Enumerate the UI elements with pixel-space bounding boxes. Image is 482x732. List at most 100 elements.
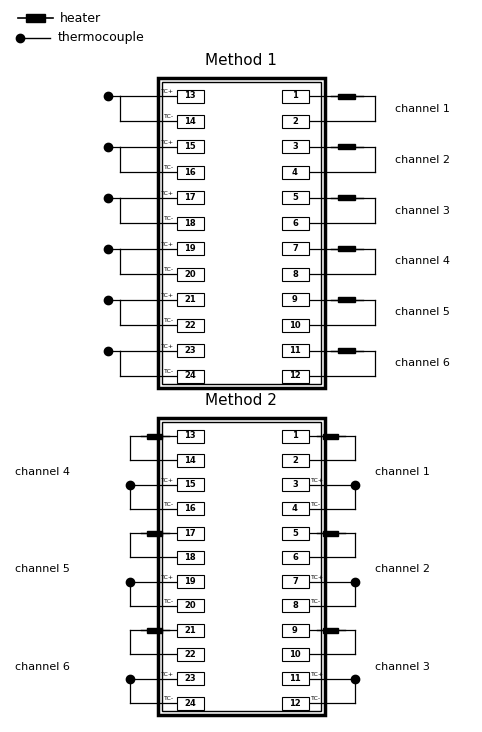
Text: 15: 15	[184, 143, 196, 152]
Bar	[281, 217, 308, 230]
Bar	[176, 526, 203, 539]
Bar	[147, 433, 162, 438]
Text: channel 6: channel 6	[15, 662, 70, 671]
Bar	[176, 318, 203, 332]
Text: 16: 16	[184, 504, 196, 513]
Text: channel 5: channel 5	[15, 564, 70, 575]
Text: 13: 13	[184, 431, 196, 441]
Text: 3: 3	[292, 480, 298, 489]
Bar	[176, 697, 203, 709]
Text: TC-: TC-	[164, 369, 174, 374]
Text: 6: 6	[292, 553, 298, 562]
Text: 1: 1	[292, 92, 298, 100]
Text: TC+: TC+	[161, 477, 174, 482]
Bar	[176, 672, 203, 685]
Text: 10: 10	[289, 321, 301, 329]
Text: TC-: TC-	[310, 696, 321, 701]
Text: TC-: TC-	[310, 502, 321, 507]
Text: 10: 10	[289, 650, 301, 659]
Text: channel 3: channel 3	[395, 206, 450, 215]
Text: TC+: TC+	[161, 575, 174, 580]
Text: 16: 16	[184, 168, 196, 177]
Text: 17: 17	[184, 193, 196, 202]
Text: 23: 23	[184, 674, 196, 683]
Text: 4: 4	[292, 504, 298, 513]
Bar	[176, 551, 203, 564]
Bar	[147, 531, 162, 536]
Bar	[281, 344, 308, 357]
Bar	[281, 526, 308, 539]
Text: 20: 20	[184, 269, 196, 279]
Bar	[281, 89, 308, 102]
Text: 24: 24	[184, 372, 196, 381]
Text: 14: 14	[184, 117, 196, 126]
Text: TC-: TC-	[164, 318, 174, 323]
Text: 17: 17	[184, 529, 196, 537]
Bar	[281, 166, 308, 179]
Text: 20: 20	[184, 602, 196, 610]
Bar	[323, 433, 338, 438]
Bar	[176, 600, 203, 613]
Text: channel 5: channel 5	[395, 307, 450, 318]
Text: 13: 13	[184, 92, 196, 100]
Text: TC-: TC-	[164, 267, 174, 272]
Text: 8: 8	[292, 602, 298, 610]
Bar	[281, 268, 308, 280]
Bar	[176, 454, 203, 467]
Text: 2: 2	[292, 456, 298, 465]
Text: 18: 18	[184, 553, 196, 562]
Text: Method 1: Method 1	[205, 53, 277, 68]
Bar	[176, 370, 203, 383]
Text: TC+: TC+	[161, 672, 174, 676]
Text: TC+: TC+	[310, 477, 323, 482]
Bar	[338, 297, 355, 302]
Bar	[176, 575, 203, 588]
Text: 14: 14	[184, 456, 196, 465]
Text: TC-: TC-	[164, 114, 174, 119]
Text: 4: 4	[292, 168, 298, 177]
Text: TC+: TC+	[161, 140, 174, 145]
Text: channel 2: channel 2	[375, 564, 430, 575]
Bar	[176, 115, 203, 128]
Text: 24: 24	[184, 698, 196, 708]
Bar	[281, 430, 308, 443]
Bar	[176, 293, 203, 306]
Text: TC+: TC+	[161, 343, 174, 348]
Text: TC-: TC-	[164, 216, 174, 221]
Text: 11: 11	[289, 346, 301, 355]
Text: TC+: TC+	[310, 672, 323, 676]
Text: 12: 12	[289, 698, 301, 708]
Text: channel 1: channel 1	[395, 104, 450, 113]
Bar	[281, 648, 308, 661]
Bar	[281, 370, 308, 383]
Text: TC+: TC+	[310, 575, 323, 580]
Bar	[176, 191, 203, 204]
Text: 3: 3	[292, 143, 298, 152]
Bar	[338, 246, 355, 251]
Bar	[158, 78, 325, 388]
Text: channel 3: channel 3	[375, 662, 430, 671]
Text: 18: 18	[184, 219, 196, 228]
Bar	[281, 551, 308, 564]
Text: 11: 11	[289, 674, 301, 683]
Text: TC-: TC-	[164, 502, 174, 507]
Bar	[281, 318, 308, 332]
Bar	[281, 478, 308, 491]
Text: 21: 21	[184, 295, 196, 304]
Bar	[176, 344, 203, 357]
Text: 23: 23	[184, 346, 196, 355]
Bar	[281, 672, 308, 685]
Bar	[162, 422, 321, 711]
Text: 9: 9	[292, 626, 298, 635]
Bar	[281, 697, 308, 709]
Text: channel 6: channel 6	[395, 358, 450, 368]
Text: 8: 8	[292, 269, 298, 279]
Bar	[323, 627, 338, 632]
Bar	[176, 166, 203, 179]
Bar	[338, 195, 355, 201]
Bar	[281, 600, 308, 613]
Bar	[281, 115, 308, 128]
Text: channel 4: channel 4	[15, 468, 70, 477]
Text: Method 2: Method 2	[205, 393, 277, 408]
Text: TC-: TC-	[164, 696, 174, 701]
